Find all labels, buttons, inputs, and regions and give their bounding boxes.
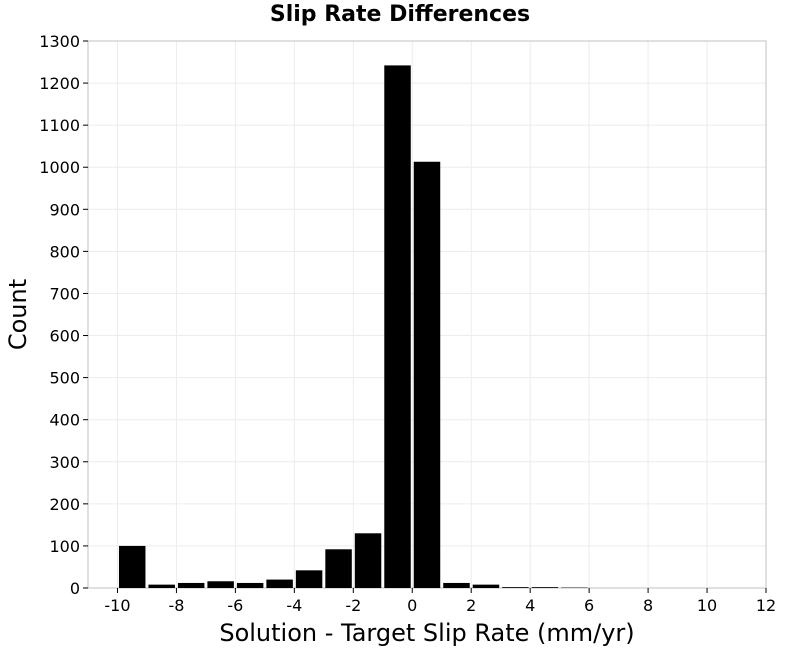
histogram-bar bbox=[207, 581, 234, 588]
x-tick-label: 8 bbox=[643, 596, 653, 615]
y-tick-label: 1300 bbox=[39, 32, 80, 51]
x-tick-label: -2 bbox=[345, 596, 361, 615]
x-axis-label: Solution - Target Slip Rate (mm/yr) bbox=[219, 619, 634, 647]
y-tick-label: 800 bbox=[49, 242, 80, 261]
x-tick-label: -8 bbox=[168, 596, 184, 615]
x-tick-label: 2 bbox=[466, 596, 476, 615]
y-tick-label: 400 bbox=[49, 411, 80, 430]
x-tick-label: 0 bbox=[407, 596, 417, 615]
y-tick-label: 200 bbox=[49, 495, 80, 514]
histogram-bar bbox=[413, 161, 441, 588]
y-axis: 0 100 200 300 400 500 600 700 800 900 1000 1100 1200… bbox=[39, 32, 88, 598]
y-tick-label: 300 bbox=[49, 453, 80, 472]
x-axis: -10 -8 -6 -4 -2 0 2 4 6 8 10 12 bbox=[104, 588, 776, 615]
x-tick-label: 12 bbox=[756, 596, 776, 615]
histogram-bar bbox=[295, 570, 323, 588]
histogram-bar bbox=[443, 582, 470, 588]
histogram-bar bbox=[502, 587, 529, 588]
histogram-bar bbox=[148, 584, 175, 588]
histogram-bar bbox=[354, 533, 382, 588]
histogram-bar bbox=[118, 545, 146, 588]
y-tick-label: 100 bbox=[49, 537, 80, 556]
chart-title: Slip Rate Differences bbox=[269, 2, 531, 27]
histogram-bar bbox=[236, 582, 264, 588]
x-tick-label: 10 bbox=[697, 596, 717, 615]
histogram-bar bbox=[266, 579, 293, 588]
y-axis-label: Count bbox=[4, 279, 32, 350]
x-tick-label: 6 bbox=[584, 596, 594, 615]
y-tick-label: 1100 bbox=[39, 116, 80, 135]
y-tick-label: 1000 bbox=[39, 158, 80, 177]
x-tick-label: -6 bbox=[227, 596, 243, 615]
histogram-bar bbox=[384, 65, 411, 589]
x-tick-label: 4 bbox=[525, 596, 535, 615]
y-tick-label: 0 bbox=[70, 579, 80, 598]
histogram-bar bbox=[472, 584, 500, 588]
y-tick-label: 700 bbox=[49, 284, 80, 303]
y-tick-label: 600 bbox=[49, 327, 80, 346]
y-tick-label: 900 bbox=[49, 200, 80, 219]
y-tick-label: 500 bbox=[49, 369, 80, 388]
x-tick-label: -4 bbox=[286, 596, 302, 615]
y-tick-label: 1200 bbox=[39, 74, 80, 93]
histogram-bar bbox=[325, 549, 352, 588]
x-tick-label: -10 bbox=[104, 596, 130, 615]
histogram-bar bbox=[177, 582, 205, 588]
bars-group bbox=[118, 65, 588, 589]
histogram-bar bbox=[531, 587, 559, 588]
